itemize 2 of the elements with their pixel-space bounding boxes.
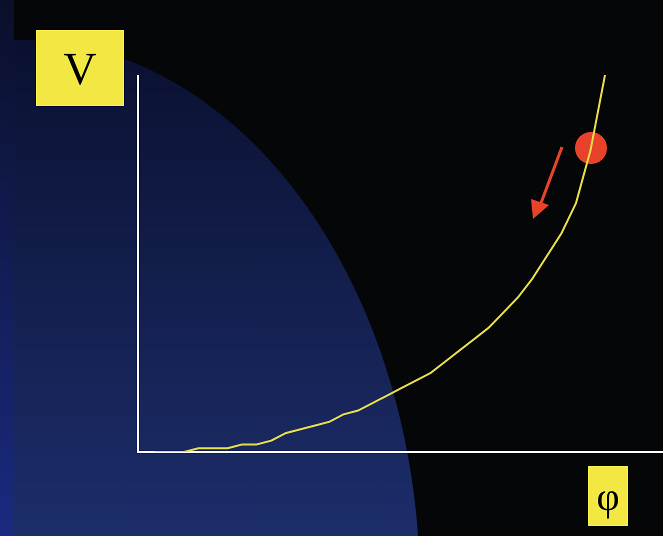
x-axis-title: φ (588, 466, 628, 526)
y-axis-title: V (36, 30, 124, 106)
